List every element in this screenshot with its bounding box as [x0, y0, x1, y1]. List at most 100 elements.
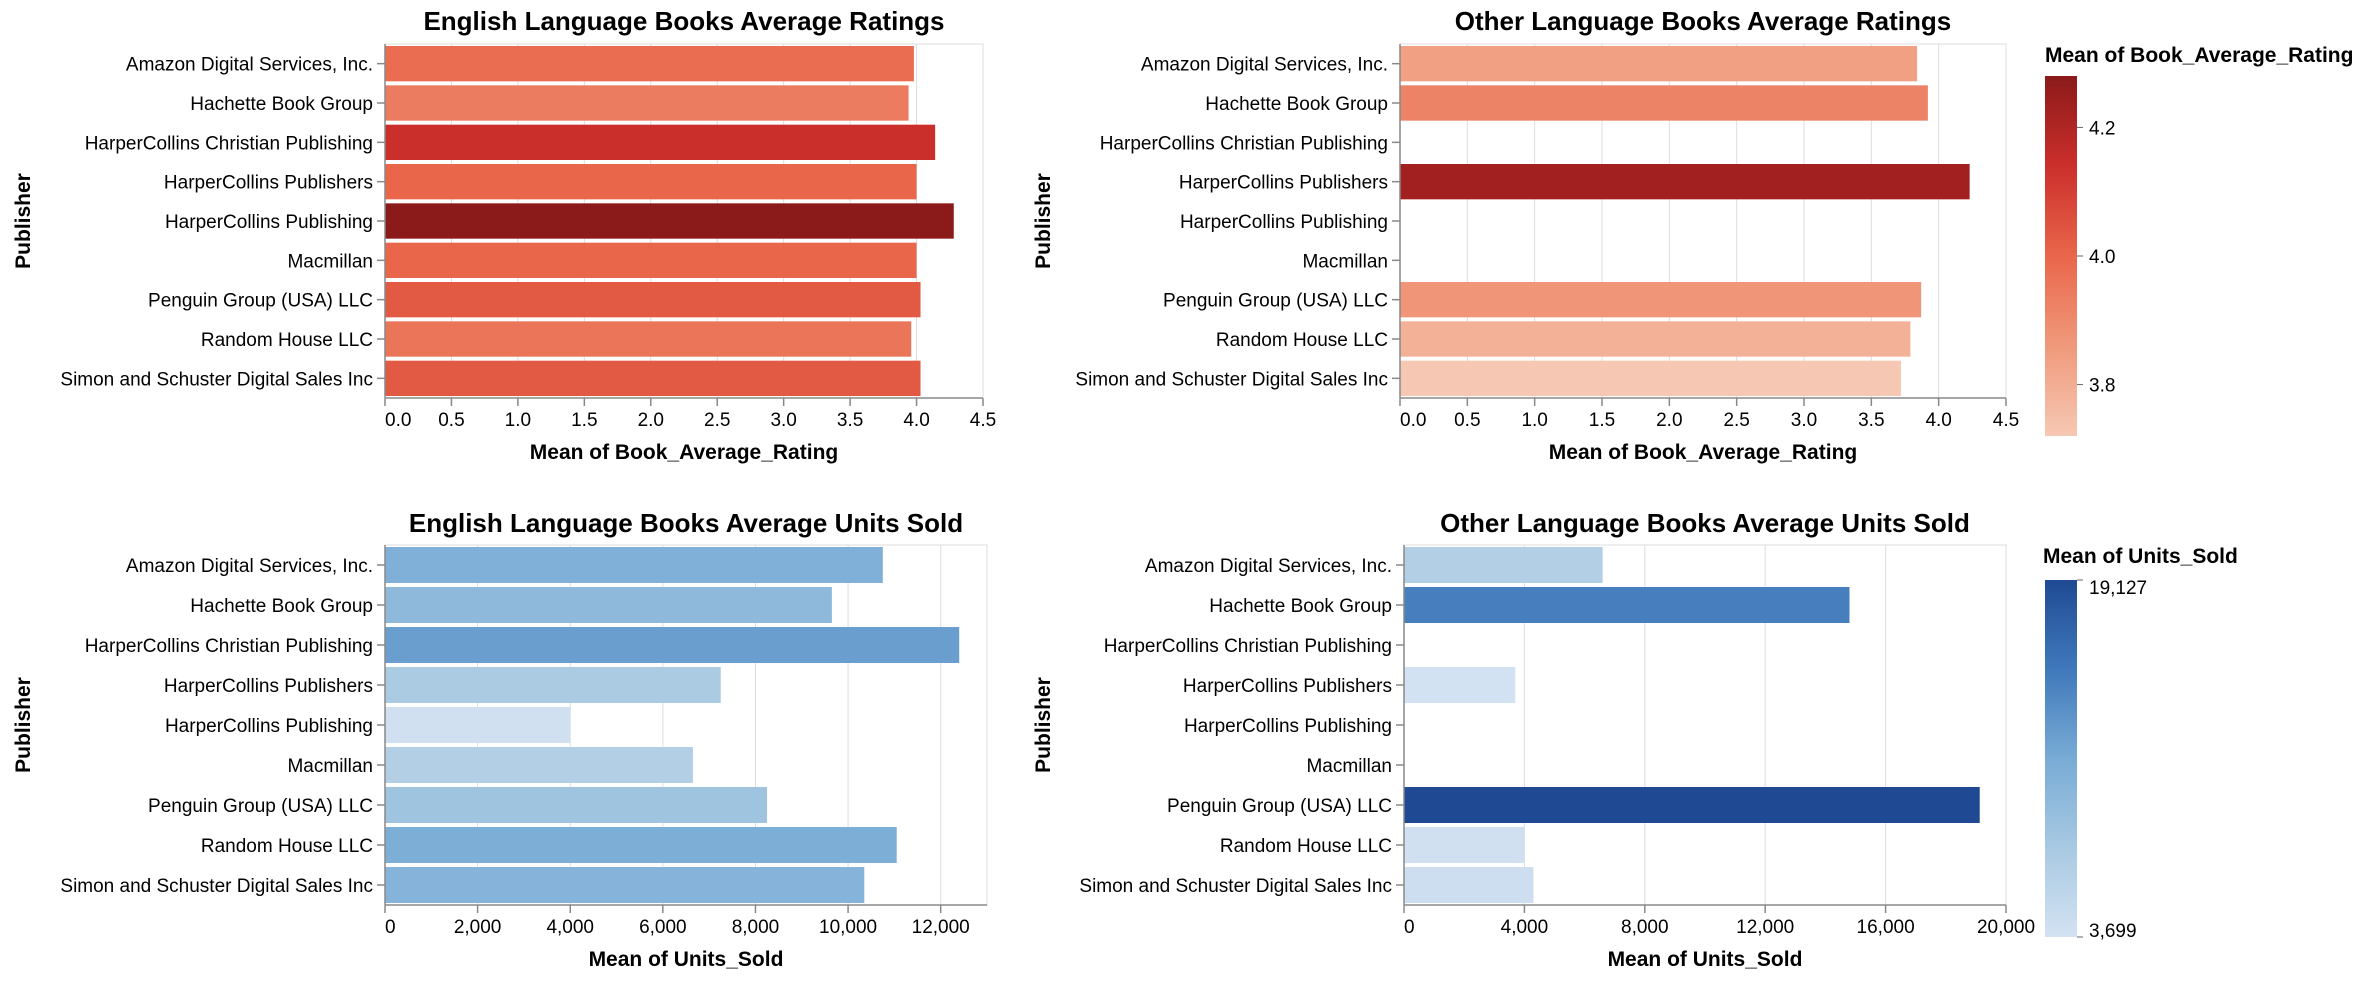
category-label: Amazon Digital Services, Inc.: [1145, 556, 1392, 577]
bar: [385, 360, 921, 396]
chart-english-ratings: 0.0 0.5 1.0 1.5 2.0 2.5 3.0 3.5 4.0 4.5 Amazon Dig…: [12, 6, 996, 464]
x-tick-label: 3.5: [837, 410, 863, 431]
category-label: Simon and Schuster Digital Sales Inc: [60, 369, 373, 390]
bar: [385, 203, 954, 239]
x-tick-label: 0.5: [438, 410, 464, 431]
x-tick-label: 2.0: [638, 410, 664, 431]
legend-title: Mean of Book_Average_Rating: [2045, 44, 2353, 67]
category-label: Amazon Digital Services, Inc.: [126, 556, 373, 577]
x-tick-label: 4,000: [546, 917, 594, 938]
x-axis-title: Mean of Book_Average_Rating: [1549, 441, 1857, 464]
x-tick-label: 8,000: [732, 917, 780, 938]
legend-ratings: Mean of Book_Average_Rating 4.2 4.0 3.8: [2045, 44, 2353, 436]
bar: [385, 164, 917, 200]
y-axis-title: Publisher: [12, 677, 35, 773]
bar: [385, 547, 883, 583]
category-label: HarperCollins Publishing: [1180, 212, 1388, 233]
legend-label: 3,699: [2089, 921, 2137, 942]
bar: [385, 242, 917, 278]
bar: [385, 587, 832, 623]
x-tick-label: 2.5: [1723, 410, 1749, 431]
category-label: Random House LLC: [1220, 836, 1392, 857]
x-tick-label: 0: [385, 917, 396, 938]
legend-color-bar: [2045, 580, 2077, 937]
category-label: Random House LLC: [1216, 330, 1388, 351]
x-tick-label: 1.0: [505, 410, 531, 431]
category-label: Amazon Digital Services, Inc.: [1141, 55, 1388, 76]
category-label: Simon and Schuster Digital Sales Inc: [60, 876, 373, 897]
x-tick-label: 0: [1404, 917, 1415, 938]
x-tick-label: 0.5: [1454, 410, 1480, 431]
category-label: HarperCollins Publishers: [164, 676, 373, 697]
x-tick-label: 2,000: [454, 917, 502, 938]
category-label: Macmillan: [1306, 756, 1392, 777]
x-tick-label: 4.5: [970, 410, 996, 431]
bar: [1400, 282, 1922, 318]
category-label: HarperCollins Christian Publishing: [1104, 636, 1392, 657]
x-tick-label: 0.0: [385, 410, 411, 431]
category-label: HarperCollins Publishing: [165, 716, 373, 737]
x-tick-label: 4.0: [1925, 410, 1951, 431]
category-label: Macmillan: [287, 756, 373, 777]
chart-title: English Language Books Average Units Sol…: [409, 508, 963, 538]
bar: [385, 787, 768, 823]
category-label: Random House LLC: [201, 836, 373, 857]
x-tick-label: 6,000: [639, 917, 687, 938]
category-label: Hachette Book Group: [1209, 596, 1392, 617]
bar: [385, 627, 960, 663]
bar: [1404, 587, 1850, 623]
category-label: Macmillan: [1302, 251, 1388, 272]
bar: [385, 321, 912, 357]
bar: [385, 46, 914, 82]
x-tick-label: 2.0: [1656, 410, 1682, 431]
legend-label: 4.2: [2089, 118, 2115, 139]
category-label: HarperCollins Publishing: [1184, 716, 1392, 737]
chart-other-units: 0 4,000 8,000 12,000 16,000 20,000 Amazon Digi…: [1032, 508, 2035, 971]
x-tick-label: 12,000: [1736, 917, 1794, 938]
y-axis-title: Publisher: [1032, 173, 1055, 269]
x-tick-label: 3.5: [1858, 410, 1884, 431]
category-label: HarperCollins Publishers: [1179, 173, 1388, 194]
x-tick-label: 3.0: [1791, 410, 1817, 431]
x-tick-label: 12,000: [912, 917, 970, 938]
bar: [1404, 867, 1534, 903]
bar: [385, 85, 909, 121]
bar: [385, 282, 921, 318]
category-label: Penguin Group (USA) LLC: [148, 796, 373, 817]
x-tick-label: 20,000: [1977, 917, 2035, 938]
x-axis-title: Mean of Units_Sold: [589, 948, 784, 971]
category-label: Hachette Book Group: [190, 94, 373, 115]
bar: [1400, 164, 1970, 200]
y-axis-title: Publisher: [12, 173, 35, 269]
chart-title: Other Language Books Average Ratings: [1455, 6, 1952, 36]
bar: [385, 747, 693, 783]
chart-title: Other Language Books Average Units Sold: [1440, 508, 1970, 538]
bar: [385, 827, 897, 863]
bar: [1404, 787, 1980, 823]
category-label: HarperCollins Publishers: [164, 173, 373, 194]
legend-color-bar: [2045, 76, 2077, 436]
legend-label: 19,127: [2089, 578, 2147, 599]
category-label: HarperCollins Publishing: [165, 212, 373, 233]
category-label: Penguin Group (USA) LLC: [148, 291, 373, 312]
legend-label: 4.0: [2089, 247, 2115, 268]
x-tick-label: 16,000: [1857, 917, 1915, 938]
category-label: Simon and Schuster Digital Sales Inc: [1079, 876, 1392, 897]
bar: [1400, 321, 1911, 357]
category-label: Penguin Group (USA) LLC: [1167, 796, 1392, 817]
x-tick-label: 2.5: [704, 410, 730, 431]
x-tick-label: 4.5: [1993, 410, 2019, 431]
bar: [1404, 667, 1516, 703]
bar: [1400, 360, 1901, 396]
x-axis-title: Mean of Book_Average_Rating: [530, 441, 838, 464]
chart-other-ratings: 0.0 0.5 1.0 1.5 2.0 2.5 3.0 3.5 4.0 4.5 Amazon Dig…: [1032, 6, 2019, 464]
category-label: Simon and Schuster Digital Sales Inc: [1075, 369, 1388, 390]
bar: [385, 707, 571, 743]
category-label: HarperCollins Publishers: [1183, 676, 1392, 697]
legend-title: Mean of Units_Sold: [2043, 545, 2238, 568]
category-label: Macmillan: [287, 251, 373, 272]
category-label: Hachette Book Group: [1205, 94, 1388, 115]
chart-title: English Language Books Average Ratings: [423, 6, 944, 36]
